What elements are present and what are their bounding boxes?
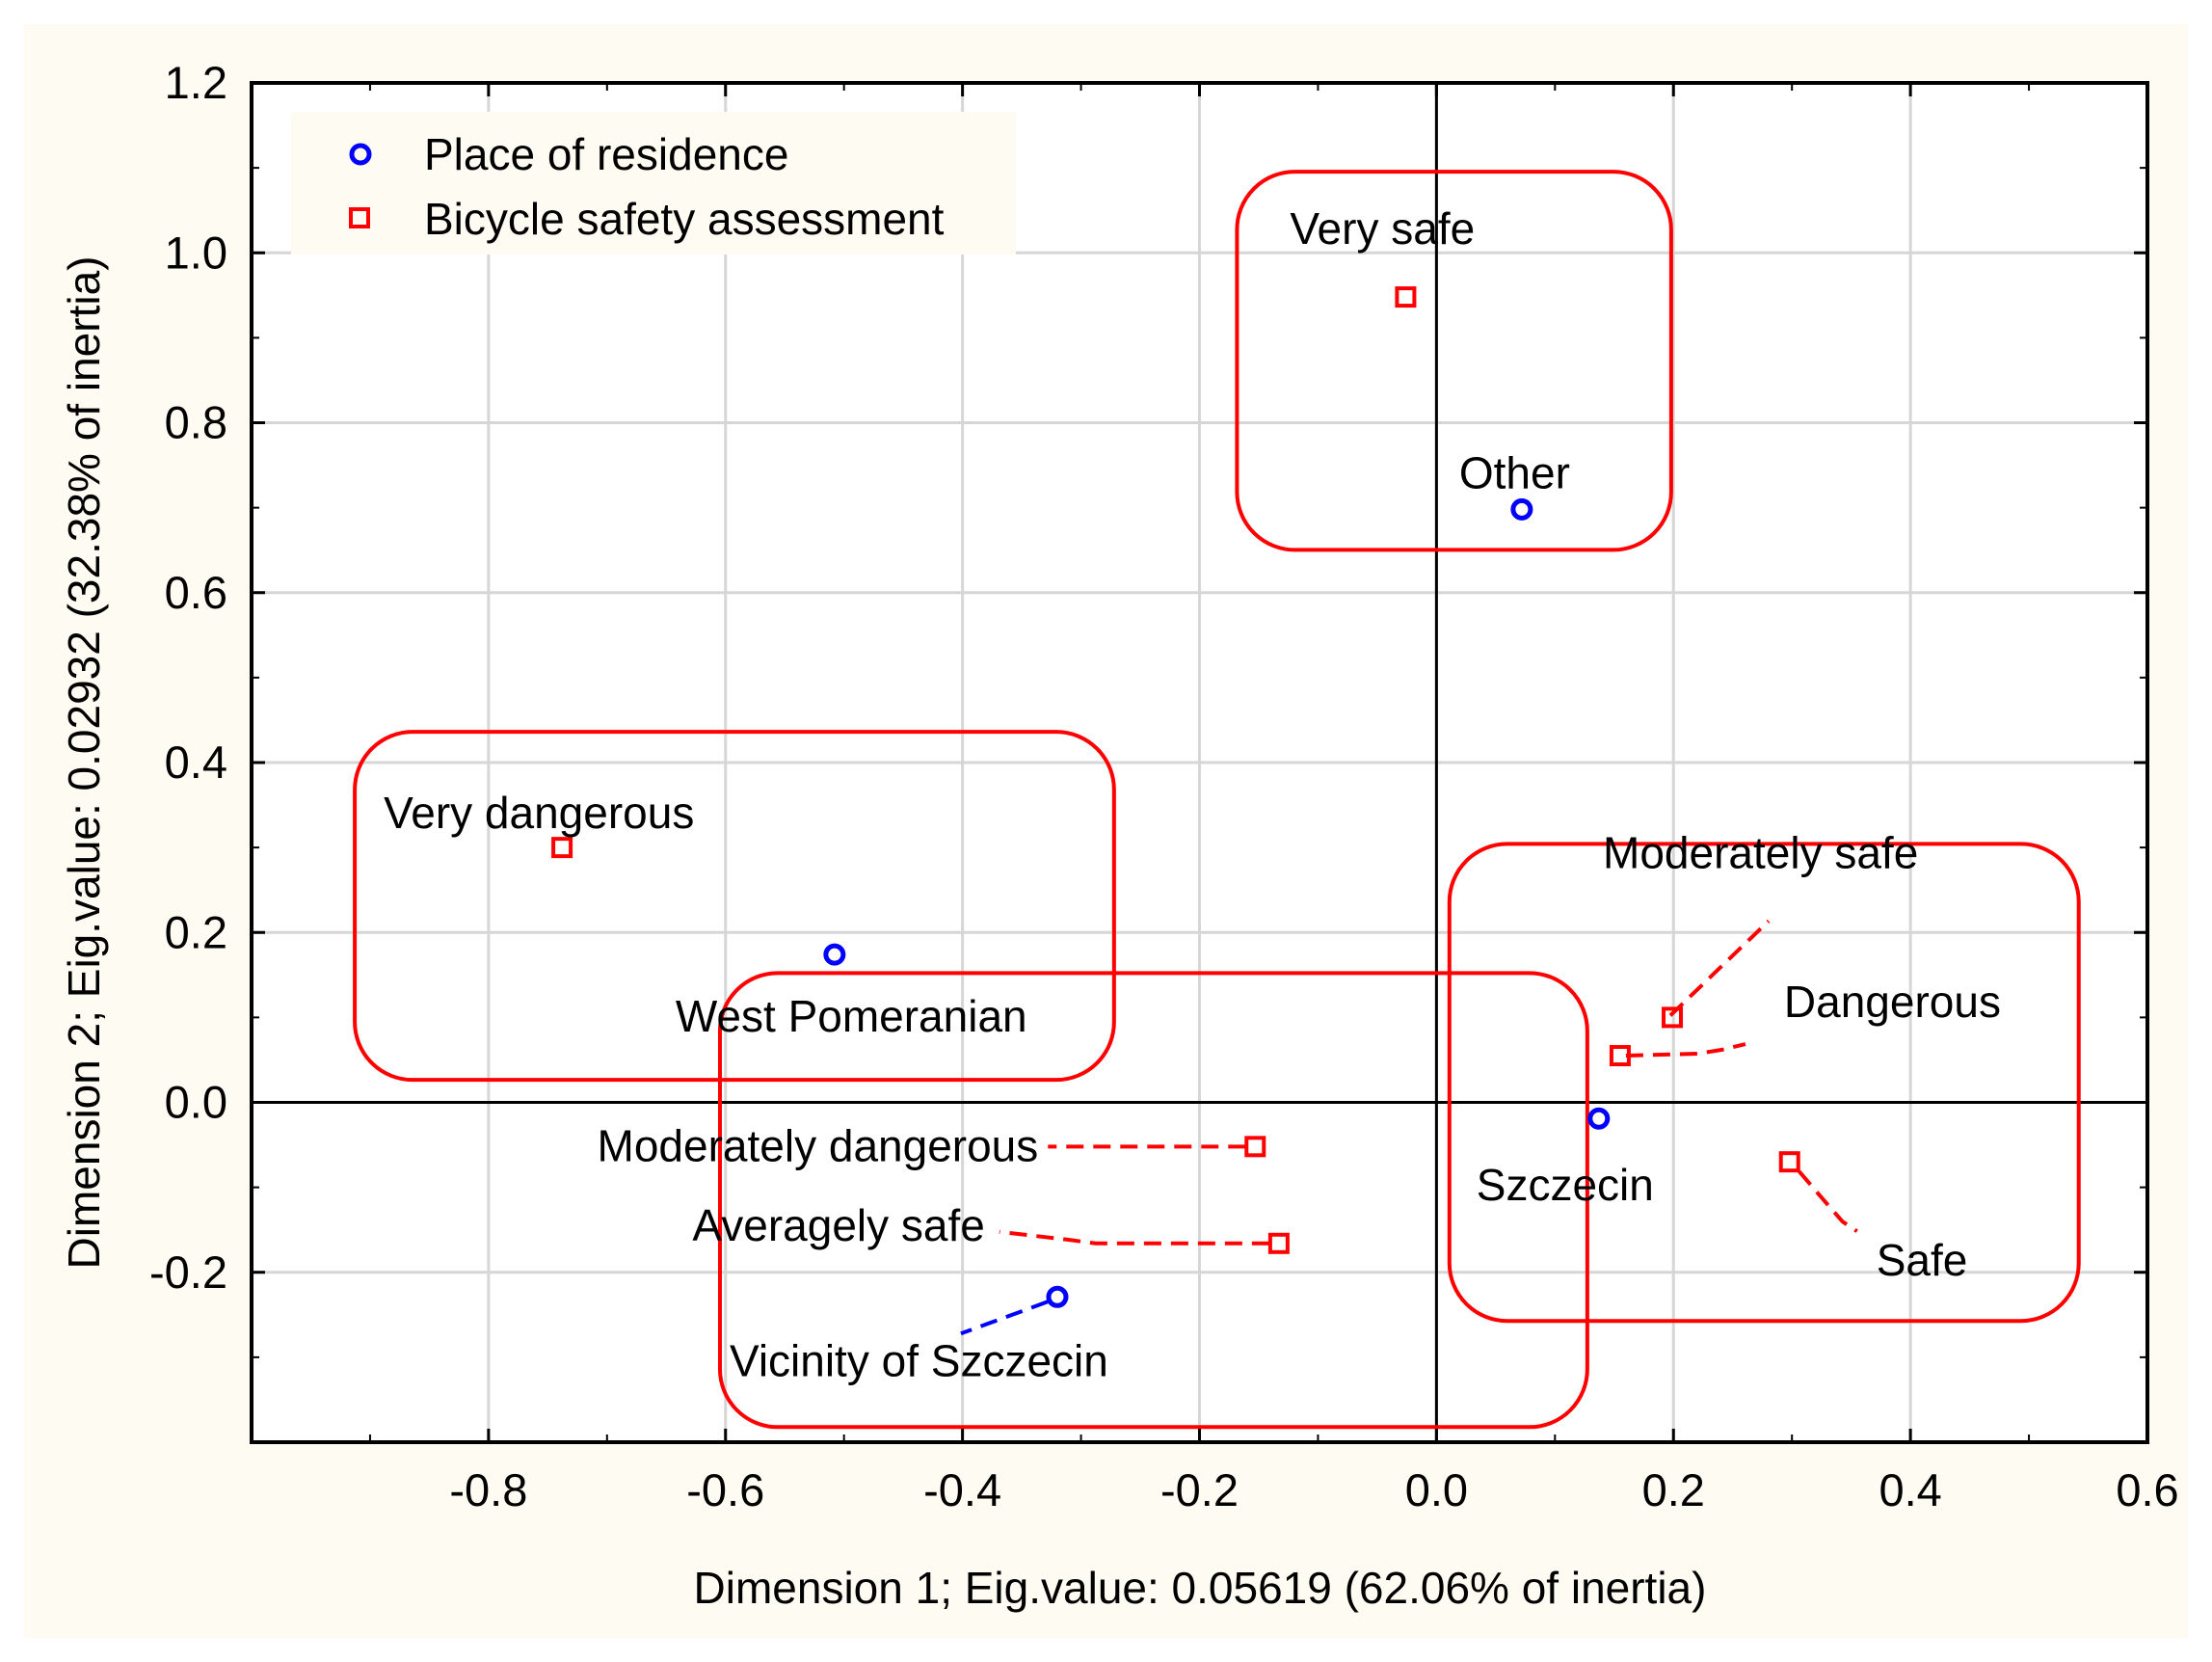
point-very-dangerous [551,837,573,859]
axis-ticks [252,81,2149,1442]
y-axis-title: Dimension 2; Eig.value: 0.02932 (32.38% … [59,256,109,1270]
legend-label-bicycle-safety-assessment: Bicycle safety assessment [424,194,945,244]
x-tick-label: -0.6 [686,1464,764,1515]
label-moderately-safe: Moderately safe [1603,827,1918,877]
label-very-safe: Very safe [1290,203,1475,254]
zero-axis-lines [252,83,2147,1442]
leader-lines [960,919,1858,1336]
y-axis-tick-labels: 1.2 1.0 0.8 0.6 0.4 0.2 0.0 -0.2 [149,57,227,1298]
legend-label-place-of-residence: Place of residence [424,129,788,179]
y-tick-label: 0.2 [165,906,227,957]
point-west-pomeranian [823,943,846,966]
x-tick-label: -0.8 [449,1464,527,1515]
y-tick-label: -0.2 [149,1246,227,1298]
legend-background [291,112,1016,255]
leader-line-moderately-safe [1668,919,1771,1017]
leader-line-safe [1798,1169,1858,1233]
y-tick-label: 0.0 [165,1077,227,1128]
label-very-dangerous: Very dangerous [384,788,694,838]
x-tick-label: 0.4 [1879,1464,1941,1515]
y-tick-label: 1.0 [165,227,227,278]
point-averagely-safe [1267,1232,1290,1254]
point-moderately-safe [1662,1006,1684,1029]
y-tick-label: 0.6 [165,567,227,618]
point-szczecin [1587,1107,1611,1130]
data-markers [551,286,1800,1308]
label-szczecin: Szczecin [1477,1160,1654,1210]
x-axis-tick-labels: -0.8 -0.6 -0.4 -0.2 0.0 0.2 0.4 0.6 [449,1464,2178,1515]
point-very-safe [1395,286,1417,308]
point-vicinity-of-szczecin [1046,1285,1069,1308]
label-safe: Safe [1877,1235,1968,1285]
x-tick-label: 0.6 [2116,1464,2178,1515]
x-tick-label: -0.2 [1160,1464,1239,1515]
y-tick-label: 0.8 [165,397,227,448]
point-dangerous [1609,1045,1631,1067]
legend-marker-place-of-residence [349,143,372,166]
point-moderately-dangerous [1244,1136,1266,1158]
group-boxes [353,170,2081,1430]
point-other [1510,497,1533,521]
leader-line-dangerous [1625,1042,1746,1059]
legend-marker-bicycle-safety-assessment [349,207,370,228]
x-axis-title: Dimension 1; Eig.value: 0.05619 (62.06% … [694,1563,1707,1613]
group-box [717,971,1589,1430]
label-dangerous: Dangerous [1784,977,2001,1027]
point-safe [1778,1151,1800,1173]
leader-line-averagely-safe [999,1229,1269,1246]
point-labels: Other West Pomeranian Szczecin Vicinity of … [384,203,2001,1385]
leader-line-vicinity-of-szczecin [960,1300,1049,1336]
group-box [353,730,1116,1083]
y-tick-label: 1.2 [165,57,227,108]
x-tick-label: 0.0 [1405,1464,1468,1515]
x-tick-label: 0.2 [1642,1464,1705,1515]
x-tick-label: -0.4 [923,1464,1001,1515]
label-west-pomeranian: West Pomeranian [676,991,1027,1041]
y-tick-label: 0.4 [165,737,227,788]
group-box [1447,842,2081,1324]
legend: Place of residence Bicycle safety assess… [291,112,1016,255]
label-vicinity-of-szczecin: Vicinity of Szczecin [730,1335,1108,1385]
label-moderately-dangerous: Moderately dangerous [598,1120,1039,1170]
label-other: Other [1459,447,1570,497]
label-averagely-safe: Averagely safe [692,1200,984,1250]
group-box [1235,170,1673,552]
